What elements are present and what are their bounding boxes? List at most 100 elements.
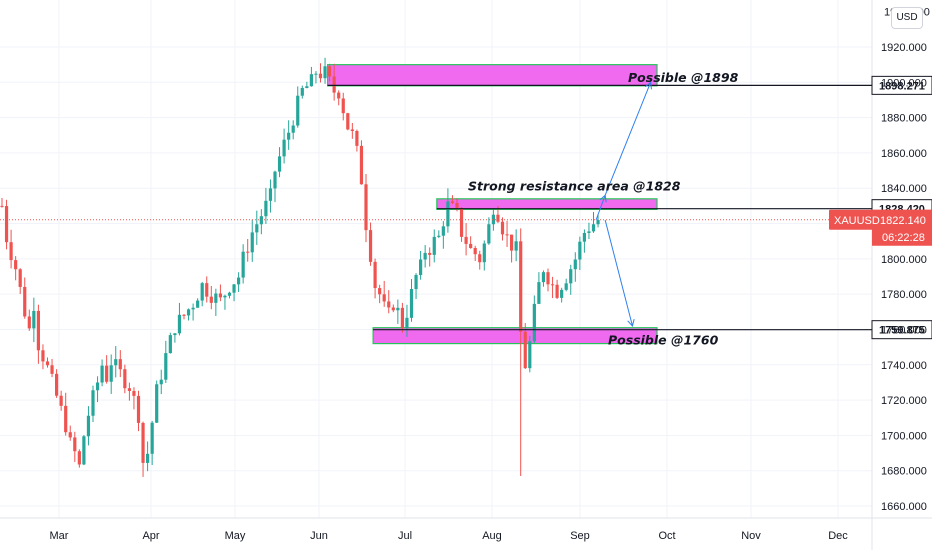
candle-body xyxy=(191,307,195,310)
candle-body xyxy=(237,277,241,285)
candle-body xyxy=(419,259,423,275)
y-tick-label: 1700.000 xyxy=(881,430,927,442)
level-label-2: 1759.875 xyxy=(879,325,925,337)
candle-body xyxy=(146,453,150,463)
candle-body xyxy=(396,307,400,311)
candle-body xyxy=(387,301,391,308)
candle-body xyxy=(560,289,564,298)
countdown-label: 06:22:28 xyxy=(882,232,925,244)
candle-body xyxy=(50,365,54,374)
candle-body xyxy=(241,251,245,278)
candle-body xyxy=(473,248,477,255)
candle-body xyxy=(355,131,359,146)
candle-body xyxy=(45,361,50,366)
time-axis[interactable]: Mar Apr May Jun Jul Aug Sep Oct Nov Dec xyxy=(50,530,849,542)
x-tick-label: Mar xyxy=(50,530,69,542)
candle-body xyxy=(359,145,364,185)
candle-body xyxy=(205,283,209,297)
candle-body xyxy=(496,214,500,222)
candle-body xyxy=(264,200,268,217)
candle-body xyxy=(332,76,336,93)
price-axis[interactable]: 1660.000 1680.000 1700.000 1720.000 1740.000… xyxy=(829,7,932,513)
candle-body xyxy=(14,260,18,270)
zone-rect-0 xyxy=(327,64,658,87)
candle-body xyxy=(164,353,168,380)
candle-body xyxy=(95,382,100,391)
candle-body xyxy=(27,316,31,329)
candle-body xyxy=(482,243,486,263)
candle-body xyxy=(114,359,118,366)
y-tick-label: 1920.000 xyxy=(881,42,927,54)
candle-body xyxy=(487,224,491,244)
zone-rect-1 xyxy=(436,198,658,211)
candle-body xyxy=(441,226,445,236)
candle-body xyxy=(91,390,95,416)
candle-body xyxy=(300,88,304,96)
candle-body xyxy=(41,350,45,362)
arrow-head xyxy=(627,319,635,327)
y-tick-label: 1860.000 xyxy=(881,148,927,160)
candle-body xyxy=(59,395,63,406)
candle-body xyxy=(578,241,582,260)
candle-body xyxy=(532,303,536,342)
candle-body xyxy=(100,365,104,383)
candle-body xyxy=(500,221,505,235)
candle-body xyxy=(177,314,182,334)
candle-body xyxy=(196,300,200,308)
y-tick-label: 1900.000 xyxy=(881,77,927,89)
candle-body xyxy=(82,436,86,465)
candle-body xyxy=(337,92,341,99)
candle-body xyxy=(127,388,131,391)
candle-body xyxy=(0,205,4,207)
x-tick-label: Jun xyxy=(310,530,328,542)
zone-annotation-1: Strong resistance area @1828 xyxy=(468,178,681,193)
candles xyxy=(0,57,600,477)
candle-body xyxy=(77,451,81,465)
candle-body xyxy=(523,331,527,369)
candle-body xyxy=(328,66,332,77)
candle-body xyxy=(277,156,282,172)
candle-body xyxy=(428,252,432,255)
candle-body xyxy=(414,274,418,290)
candle-body xyxy=(155,384,159,423)
candle-body xyxy=(105,365,109,382)
candle-body xyxy=(123,369,127,389)
candle-body xyxy=(64,405,68,433)
candle-body xyxy=(437,235,441,237)
level-badge-2 xyxy=(871,320,932,340)
level-label-0: 1898.271 xyxy=(879,80,925,92)
y-tick-label: 1680.000 xyxy=(881,466,927,478)
candle-body xyxy=(582,232,586,242)
candle-body xyxy=(232,284,236,293)
y-tick-label: 1740.000 xyxy=(881,360,927,372)
candle-body xyxy=(282,139,286,157)
candle-body xyxy=(32,310,36,329)
price-badge xyxy=(872,209,932,246)
candle-body xyxy=(150,422,154,454)
x-tick-label: Jul xyxy=(398,530,412,542)
candle-body xyxy=(373,261,377,289)
candle-body xyxy=(391,307,395,311)
candle-body xyxy=(546,272,550,285)
candle-body xyxy=(505,234,509,236)
candle-body xyxy=(446,201,450,227)
candle-body xyxy=(9,242,13,261)
y-tick-label: 1880.000 xyxy=(881,113,927,125)
candle-body xyxy=(268,188,273,201)
candle-body xyxy=(214,293,218,303)
candle-body xyxy=(519,241,523,332)
candle-body xyxy=(478,254,482,263)
currency-button[interactable]: USD xyxy=(891,7,923,29)
x-tick-label: Oct xyxy=(658,530,675,542)
candle-body xyxy=(464,236,468,244)
candle-body xyxy=(36,310,40,351)
candle-body xyxy=(514,241,518,251)
y-tick-label: 1840.000 xyxy=(881,183,927,195)
candle-body xyxy=(432,236,436,255)
candle-body xyxy=(309,74,313,87)
candle-body xyxy=(200,283,204,301)
candle-body xyxy=(86,415,91,437)
candle-body xyxy=(209,296,213,303)
candle-body xyxy=(510,234,514,251)
